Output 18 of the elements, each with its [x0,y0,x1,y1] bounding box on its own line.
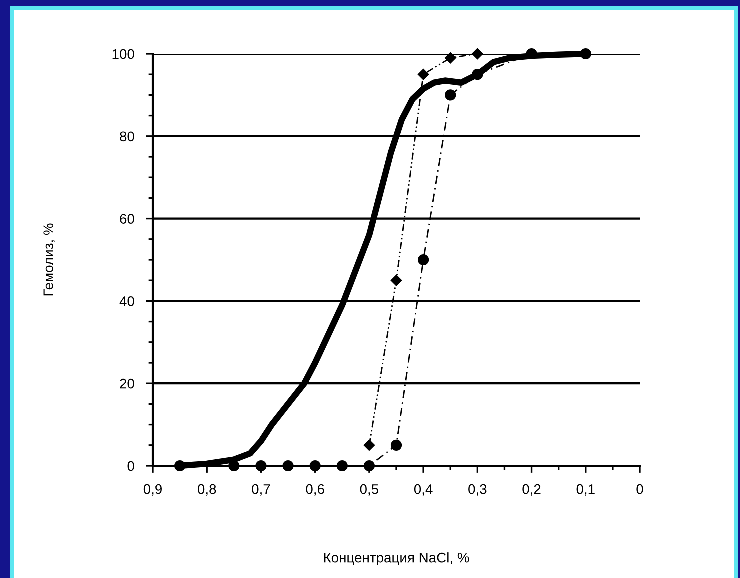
y-tick-label: 100 [112,49,134,60]
x-tick-label: 0,3 [468,484,487,496]
x-tick-label: 0 [636,484,644,494]
x-tick-label: 0,5 [360,484,379,496]
x-tick-label: 0,4 [414,484,433,496]
y-tick-label: 0 [128,461,134,472]
x-axis-title: Концентрация NaCl, % [324,552,470,566]
x-tick-label: 0,8 [198,484,216,496]
y-tick-label: 20 [120,378,134,389]
y-tick-label: 60 [120,214,134,224]
x-tick-label: 0,9 [144,484,162,496]
y-tick-label: 40 [120,296,134,306]
y-tick-label: 80 [120,132,134,142]
x-tick-label: 0,2 [522,484,541,496]
y-axis-title: Гемолиз, % [44,224,56,296]
x-tick-label: 0,1 [576,484,595,496]
x-tick-label: 0,7 [252,484,270,496]
x-tick-label: 0,6 [306,484,324,496]
